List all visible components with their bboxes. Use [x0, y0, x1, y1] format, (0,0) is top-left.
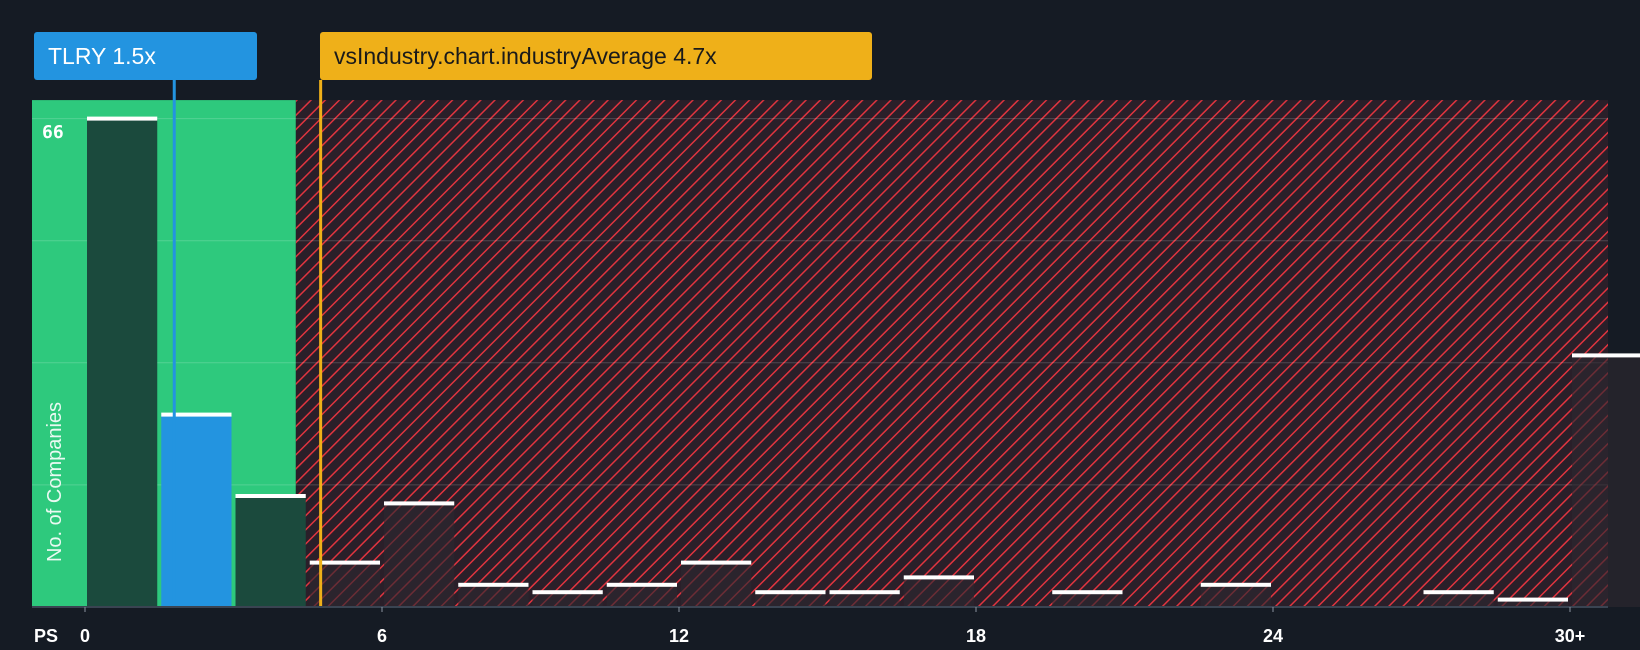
histogram-bar-7	[606, 584, 677, 607]
histogram-bar-cap-11	[903, 575, 974, 580]
histogram-bar-cap-10	[829, 590, 900, 595]
histogram-bar-cap-9	[755, 590, 826, 595]
histogram-bar-cap-15	[1200, 582, 1271, 587]
histogram-bar-cap-20	[1572, 353, 1640, 358]
x-tick-label-3: 18	[966, 626, 986, 646]
x-tick-label-0: 0	[80, 626, 90, 646]
histogram-bar-19	[1497, 599, 1568, 607]
histogram-bar-6	[532, 592, 603, 607]
x-tick-label-5: 30+	[1555, 626, 1586, 646]
y-gridlines	[32, 118, 1608, 486]
histogram-bar-5	[458, 584, 529, 607]
histogram-bar-9	[755, 592, 826, 607]
histogram-bar-10	[829, 592, 900, 607]
x-axis-title: PS	[34, 626, 58, 646]
histogram-bar-13	[1052, 592, 1123, 607]
histogram-bar-cap-6	[532, 590, 603, 595]
histogram-bar-11	[903, 577, 974, 607]
histogram-bar-8	[681, 562, 752, 607]
histogram-bar-cap-18	[1423, 590, 1494, 595]
histogram-bar-15	[1200, 584, 1271, 607]
histogram-bar-1	[161, 414, 232, 607]
histogram-bar-20	[1572, 355, 1640, 607]
histogram-bar-cap-7	[606, 582, 677, 587]
histogram-bar-cap-0	[87, 116, 158, 121]
histogram-bar-18	[1423, 592, 1494, 607]
histogram-bar-2	[235, 496, 306, 607]
x-axis-ticks: 0 6 12 18 24 30+	[80, 607, 1585, 646]
histogram-bar-4	[384, 503, 455, 607]
histogram-bar-cap-1	[161, 412, 232, 417]
x-tick-label-4: 24	[1263, 626, 1283, 646]
histogram-bar-cap-2	[235, 494, 306, 498]
x-tick-label-2: 12	[669, 626, 689, 646]
histogram-bar-cap-4	[384, 501, 455, 506]
company-ps-callout: TLRY 1.5x	[34, 32, 257, 80]
histogram-bar-cap-13	[1052, 590, 1123, 595]
x-tick-label-1: 6	[377, 626, 387, 646]
y-max-tick-label: 66	[42, 122, 64, 143]
histogram-bar-cap-8	[681, 560, 752, 565]
histogram-bar-cap-5	[458, 582, 529, 587]
histogram-bar-cap-19	[1497, 597, 1568, 602]
histogram-bar-0	[87, 118, 158, 607]
histogram-bar-cap-3	[309, 560, 380, 565]
y-axis-title: No. of Companies	[44, 402, 66, 562]
industry-average-callout: vsIndustry.chart.industryAverage 4.7x	[320, 32, 872, 80]
over-valued-zone	[295, 100, 1608, 607]
